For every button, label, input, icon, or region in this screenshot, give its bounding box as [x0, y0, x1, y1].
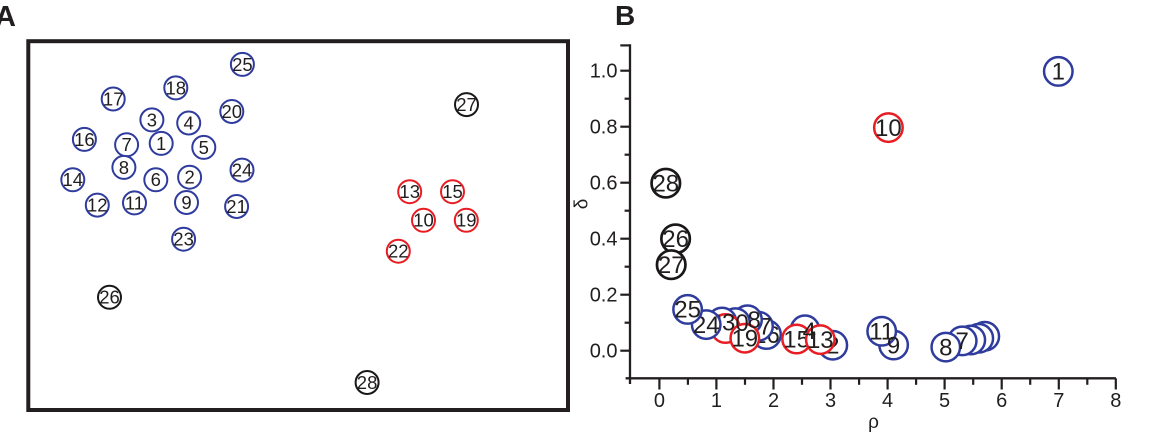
svg-text:0.4: 0.4	[590, 229, 618, 251]
svg-text:13: 13	[807, 327, 834, 354]
svg-text:14: 14	[63, 169, 84, 190]
svg-text:28: 28	[357, 372, 378, 393]
svg-text:7: 7	[121, 134, 131, 155]
svg-text:13: 13	[399, 181, 420, 202]
svg-text:δ: δ	[572, 199, 593, 210]
svg-text:8: 8	[119, 157, 129, 178]
svg-text:25: 25	[674, 297, 701, 324]
svg-text:1: 1	[156, 133, 166, 154]
svg-text:19: 19	[456, 210, 477, 231]
svg-text:19: 19	[731, 326, 758, 353]
svg-text:ρ: ρ	[868, 412, 879, 433]
svg-text:10: 10	[413, 210, 434, 231]
svg-text:23: 23	[173, 229, 194, 250]
svg-text:9: 9	[181, 192, 191, 213]
svg-text:6: 6	[151, 169, 161, 190]
svg-text:6: 6	[996, 390, 1007, 412]
svg-text:1.0: 1.0	[590, 61, 618, 83]
svg-text:3: 3	[147, 109, 157, 130]
svg-text:1: 1	[711, 390, 722, 412]
svg-text:3: 3	[825, 390, 836, 412]
svg-text:4: 4	[184, 112, 194, 133]
svg-text:0.2: 0.2	[590, 285, 618, 307]
svg-text:8: 8	[939, 334, 952, 361]
svg-text:15: 15	[442, 181, 463, 202]
svg-text:25: 25	[232, 54, 253, 75]
svg-text:5: 5	[939, 390, 950, 412]
svg-text:11: 11	[869, 319, 894, 346]
svg-text:21: 21	[226, 196, 247, 217]
svg-text:0.0: 0.0	[590, 341, 618, 363]
svg-text:2: 2	[768, 390, 779, 412]
svg-text:17: 17	[103, 88, 124, 109]
svg-text:B: B	[615, 0, 635, 31]
svg-text:8: 8	[1110, 390, 1121, 412]
svg-text:11: 11	[125, 192, 144, 213]
svg-text:26: 26	[662, 226, 689, 253]
svg-text:1: 1	[1052, 59, 1065, 86]
svg-text:18: 18	[166, 77, 187, 98]
svg-text:2: 2	[184, 167, 194, 188]
svg-text:0: 0	[735, 310, 748, 337]
svg-text:7: 7	[1053, 390, 1064, 412]
svg-text:26: 26	[99, 287, 120, 308]
svg-text:24: 24	[232, 160, 253, 181]
svg-text:27: 27	[456, 94, 477, 115]
svg-text:A: A	[0, 1, 16, 33]
svg-text:4: 4	[882, 390, 893, 412]
svg-text:9: 9	[887, 332, 900, 359]
svg-text:20: 20	[222, 101, 243, 122]
svg-text:7: 7	[956, 328, 969, 355]
svg-text:8: 8	[748, 307, 761, 334]
svg-text:4: 4	[803, 318, 816, 345]
svg-text:10: 10	[875, 115, 902, 142]
svg-text:27: 27	[658, 252, 685, 279]
svg-text:28: 28	[652, 171, 679, 198]
svg-text:0: 0	[654, 390, 665, 412]
svg-text:12: 12	[87, 195, 108, 216]
svg-text:0.6: 0.6	[590, 173, 618, 195]
svg-text:16: 16	[74, 129, 95, 150]
svg-text:5: 5	[199, 137, 209, 158]
svg-text:22: 22	[388, 241, 409, 262]
svg-text:0.8: 0.8	[590, 117, 618, 139]
